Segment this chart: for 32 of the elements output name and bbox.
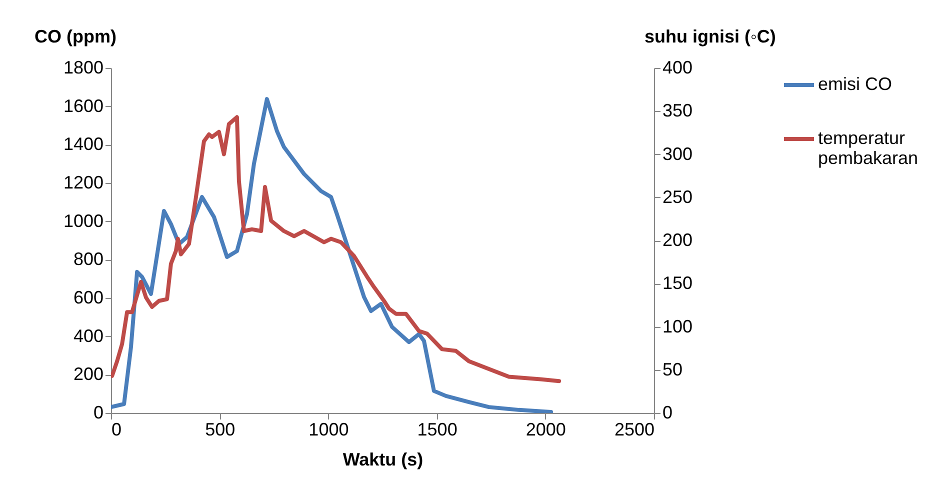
x-tick-label: 2500 (614, 420, 654, 440)
y-tick-label: 1600 (63, 96, 104, 116)
y2-tick-label: 200 (662, 230, 693, 250)
y-tick-label: 200 (73, 364, 104, 384)
y2-axis-title: suhu ignisi (◦C) (644, 26, 776, 46)
y2-tick-label: 350 (662, 100, 693, 121)
y-tick-label: 1800 (63, 58, 104, 78)
y2-tick-label: 150 (662, 273, 693, 294)
y-tick-label: 400 (73, 326, 104, 346)
y-tick-label: 1400 (63, 134, 104, 154)
y-tick-label: 1200 (63, 172, 104, 192)
legend-label: temperatur pembakaran (818, 128, 918, 168)
y-axis-title: CO (ppm) (34, 26, 117, 46)
x-tick-label: 1500 (417, 420, 458, 440)
y2-tick-label: 50 (662, 359, 683, 380)
x-axis-title: Waktu (s) (342, 450, 424, 470)
x-tick-label: 0 (112, 420, 122, 440)
y-tick-label: 0 (93, 402, 104, 422)
y2-tick-label: 250 (662, 186, 693, 207)
y2-tick-label: 300 (662, 144, 693, 164)
y2-tick-label: 0 (662, 402, 673, 422)
y-tick-label: 800 (73, 249, 104, 270)
line-series (111, 115, 562, 384)
x-tick-label: 1000 (308, 420, 349, 440)
x-tick-label: 500 (205, 420, 236, 440)
x-tick-label: 2000 (526, 420, 566, 440)
line-series (111, 97, 554, 413)
y2-tick-label: 400 (662, 58, 693, 78)
y-tick-label: 600 (73, 288, 104, 308)
y-tick-label: 1000 (63, 210, 104, 231)
legend-label: emisi CO (818, 74, 892, 94)
y2-tick-label: 100 (662, 316, 693, 336)
